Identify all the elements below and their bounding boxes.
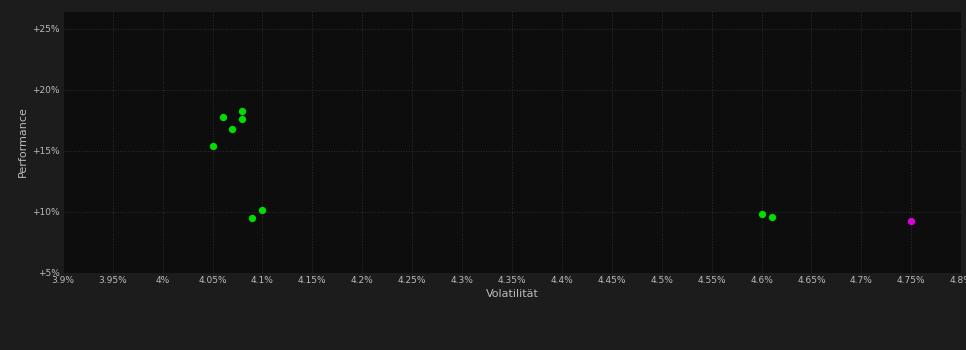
- X-axis label: Volatilität: Volatilität: [486, 289, 538, 299]
- Point: [235, 108, 250, 113]
- Point: [753, 212, 769, 217]
- Point: [903, 218, 919, 223]
- Point: [235, 116, 250, 122]
- Y-axis label: Performance: Performance: [18, 106, 28, 177]
- Point: [214, 114, 230, 119]
- Point: [255, 207, 270, 212]
- Point: [244, 215, 260, 221]
- Point: [764, 214, 780, 220]
- Point: [205, 143, 220, 149]
- Point: [225, 126, 241, 132]
